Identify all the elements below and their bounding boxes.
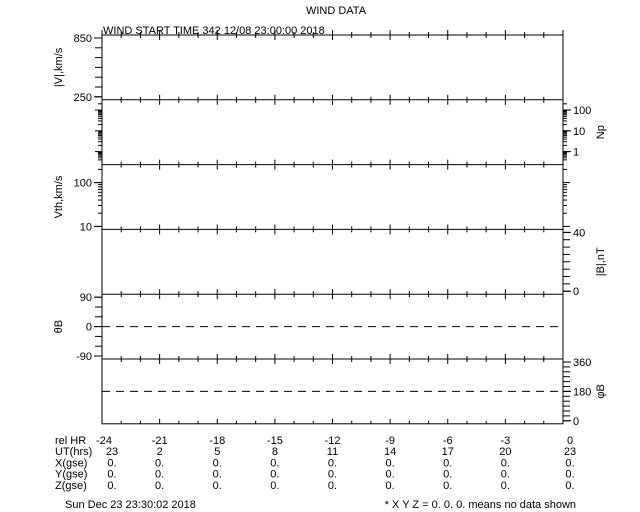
y-tick-label: 360	[573, 357, 591, 369]
row-value: -21	[152, 435, 168, 447]
row-value: 17	[442, 446, 454, 458]
row-value: 0.	[270, 457, 279, 469]
chart-subtitle: WIND START TIME 342 12/08 23:00:00 2018	[103, 25, 325, 37]
y-tick-label: 250	[74, 92, 92, 104]
row-value: 0.	[213, 457, 222, 469]
row-value: 8	[272, 446, 278, 458]
row-label: X(gse)	[55, 457, 87, 469]
row-value: 0.	[155, 480, 164, 492]
row-value: 11	[327, 446, 338, 458]
y-axis-label: |V|,km/s	[53, 47, 65, 87]
row-value: -9	[385, 435, 395, 447]
row-value: 0.	[443, 480, 452, 492]
row-value: -3	[500, 435, 510, 447]
row-label: Z(gse)	[55, 480, 87, 492]
row-value: 5	[214, 446, 220, 458]
y-tick-label: -90	[76, 351, 92, 363]
row-value: 0.	[386, 469, 395, 481]
row-value: 0.	[443, 469, 452, 481]
row-value: 0.	[565, 457, 574, 469]
row-value: 0.	[270, 480, 279, 492]
row-value: 0.	[328, 457, 337, 469]
row-value: 0.	[501, 457, 510, 469]
row-value: -18	[209, 435, 225, 447]
y-tick-label: 1	[573, 147, 579, 159]
row-value: 0.	[270, 469, 279, 481]
row-label: rel HR	[55, 435, 86, 447]
row-value: 0.	[213, 469, 222, 481]
y-axis-label: Vth,km/s	[53, 175, 65, 218]
row-label: UT(hrs)	[55, 446, 92, 458]
row-value: 0.	[155, 469, 164, 481]
footer-timestamp: Sun Dec 23 23:30:02 2018	[65, 499, 196, 511]
row-value: 0.	[328, 480, 337, 492]
row-value: 0.	[386, 480, 395, 492]
y-tick-label: 0	[86, 322, 92, 334]
row-value: 0.	[386, 457, 395, 469]
chart-title: WIND DATA	[306, 5, 367, 17]
row-value: 14	[384, 446, 396, 458]
y-axis-label: φB	[595, 384, 607, 398]
y-axis-label: |B|,nT	[595, 247, 607, 276]
row-label: Y(gse)	[55, 469, 87, 481]
row-value: 20	[499, 446, 511, 458]
y-axis-label: Np	[595, 125, 607, 139]
y-tick-label: 10	[80, 221, 92, 233]
row-value: 0.	[501, 469, 510, 481]
y-tick-label: 40	[573, 227, 585, 239]
y-tick-label: 100	[573, 105, 591, 117]
row-value: 0	[567, 435, 573, 447]
row-value: 0.	[155, 457, 164, 469]
row-value: 0.	[443, 457, 452, 469]
row-value: 23	[564, 446, 576, 458]
footer-note: * X Y Z = 0. 0. 0. means no data shown	[385, 499, 576, 511]
row-value: -24	[96, 435, 112, 447]
row-value: 0.	[501, 480, 510, 492]
y-axis-label: θB	[53, 320, 65, 333]
y-tick-label: 10	[573, 126, 585, 138]
row-value: -15	[267, 435, 283, 447]
y-tick-label: 180	[573, 386, 591, 398]
row-value: -12	[325, 435, 341, 447]
row-value: -6	[443, 435, 453, 447]
y-tick-label: 850	[74, 33, 92, 45]
row-value: 0.	[107, 457, 116, 469]
row-value: 0.	[213, 480, 222, 492]
y-tick-label: 100	[74, 178, 92, 190]
row-value: 0.	[107, 480, 116, 492]
y-tick-label: 90	[80, 292, 92, 304]
row-value: 23	[106, 446, 118, 458]
y-tick-label: 0	[573, 416, 579, 428]
y-tick-label: 0	[573, 286, 579, 298]
row-value: 0.	[328, 469, 337, 481]
row-value: 2	[157, 446, 163, 458]
row-value: 0.	[107, 469, 116, 481]
row-value: 0.	[565, 480, 574, 492]
row-value: 0.	[565, 469, 574, 481]
